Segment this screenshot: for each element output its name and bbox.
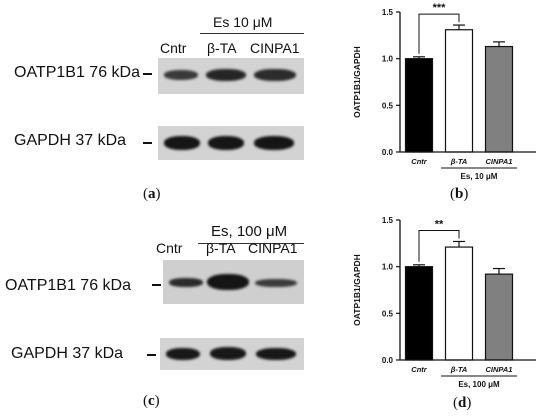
gapdh-marker-c xyxy=(147,354,156,356)
gapdh-band-cinpa1-a xyxy=(254,136,294,150)
y-axis-label: OATP1B1/GAPDH xyxy=(352,254,362,326)
x-tick-label-3: CINPA1 xyxy=(486,365,513,374)
x-axis-label: Es, 10 μM xyxy=(461,172,498,181)
lane-label-cinpa1-a: CINPA1 xyxy=(250,40,300,56)
significance-marker: *** xyxy=(433,2,447,14)
treatment-label-c: Es, 100 μM xyxy=(211,223,288,240)
bar-chart-d: Cntr β-TA CINPA1 0.0 0.5 1.0 1.5 OATP1B1/GAPDH E… xyxy=(352,216,536,389)
band-beta-ta-a xyxy=(206,69,246,81)
bar-3 xyxy=(484,45,514,153)
y-tick-label-2: 0.5 xyxy=(382,101,394,110)
y-axis-label: OATP1B1/GAPDH xyxy=(352,46,362,118)
y-tick-label-3: 1.0 xyxy=(382,263,394,272)
gapdh-label-c: GAPDH 37 kDa xyxy=(11,345,124,362)
panel-label-c: (c) xyxy=(143,393,160,409)
gapdh-band-cntr-c xyxy=(166,348,200,360)
y-tick-label-4: 1.5 xyxy=(382,216,394,225)
band-cinpa1-c xyxy=(255,279,297,287)
treatment-label-a: Es 10 μM xyxy=(213,14,273,30)
oatp1b1-label-c: OATP1B1 76 kDa xyxy=(5,277,131,294)
oatp1b1-marker-c xyxy=(152,284,161,286)
y-tick-label-1: 0.0 xyxy=(382,148,394,157)
oatp1b1-blot-a xyxy=(158,58,304,94)
bar-1 xyxy=(404,266,434,361)
lane-label-beta-ta-a: β-TA xyxy=(207,40,237,56)
x-axis-label: Es, 100 μM xyxy=(458,380,500,389)
x-tick-label-3: CINPA1 xyxy=(486,157,513,166)
treatment-underline-a xyxy=(200,33,304,35)
gapdh-band-beta-ta-c xyxy=(210,347,246,360)
oatp1b1-blot-c xyxy=(163,260,304,304)
band-cntr-a xyxy=(164,70,198,80)
gapdh-blot-c xyxy=(160,338,304,370)
significance-marker: ** xyxy=(435,218,444,230)
lane-label-cntr-a: Cntr xyxy=(160,40,187,56)
lane-label-cinpa1-c: CINPA1 xyxy=(248,240,298,256)
significance-bracket xyxy=(418,229,460,262)
panel-label-a: (a) xyxy=(143,186,161,202)
bar-3 xyxy=(484,273,514,361)
gapdh-blot-a xyxy=(158,126,304,160)
gapdh-label-a: GAPDH 37 kDa xyxy=(14,132,127,149)
oatp1b1-label-a: OATP1B1 76 kDa xyxy=(14,64,140,81)
x-tick-label-1: Cntr xyxy=(411,365,427,374)
bar-2 xyxy=(444,29,474,153)
y-tick-label-3: 1.0 xyxy=(382,55,394,64)
x-tick-label-2: β-TA xyxy=(450,157,468,166)
y-tick-label-2: 0.5 xyxy=(382,309,394,318)
band-cinpa1-a xyxy=(254,69,296,81)
band-beta-ta-c xyxy=(207,274,249,290)
panel-label-b: (b) xyxy=(450,186,469,202)
lane-label-beta-ta-c: β-TA xyxy=(206,240,236,256)
treatment-underline-c xyxy=(198,243,304,245)
x-tick-label-1: Cntr xyxy=(411,157,427,166)
gapdh-band-cinpa1-c xyxy=(256,348,296,360)
panel-label-d: (d) xyxy=(453,395,472,411)
bar-1 xyxy=(404,58,434,153)
y-tick-label-4: 1.5 xyxy=(382,8,394,17)
gapdh-marker-a xyxy=(143,142,152,144)
bar-chart-b: Cntr β-TA CINPA1 0.0 0.5 1.0 1.5 OATP1B1/GAPDH E… xyxy=(352,2,536,181)
y-tick-label-1: 0.0 xyxy=(382,356,394,365)
significance-bracket xyxy=(418,13,460,54)
x-tick-label-2: β-TA xyxy=(450,365,468,374)
lane-label-cntr-c: Cntr xyxy=(156,240,183,256)
oatp1b1-marker-a xyxy=(143,73,152,75)
bar-2 xyxy=(444,246,474,361)
band-cntr-c xyxy=(169,278,203,287)
gapdh-band-beta-ta-a xyxy=(208,136,244,150)
gapdh-band-cntr-a xyxy=(164,136,200,150)
